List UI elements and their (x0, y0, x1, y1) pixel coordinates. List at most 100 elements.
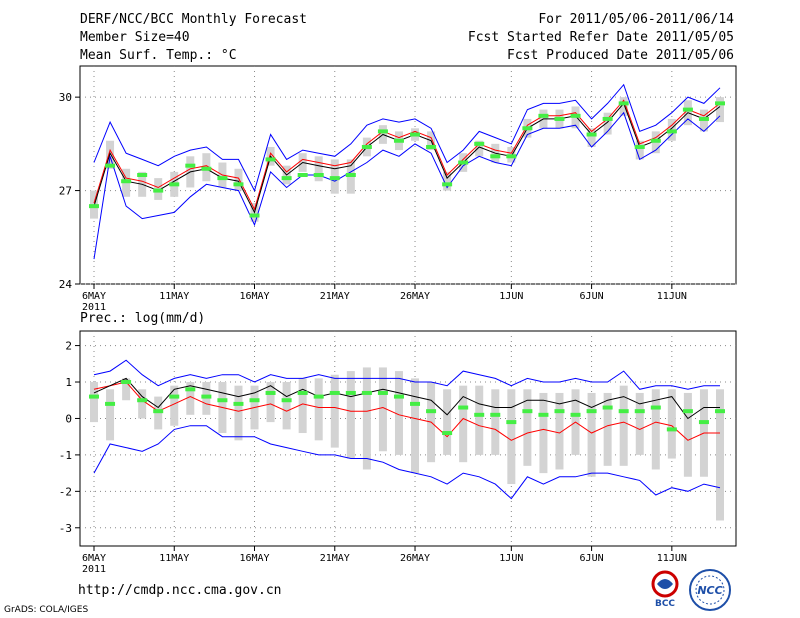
y-tick-label: 24 (59, 278, 73, 291)
spread-box (106, 389, 115, 441)
x-tick-label: 26MAY (400, 291, 430, 302)
forecast-marker (618, 409, 629, 414)
forecast-marker (554, 116, 565, 121)
forecast-marker (249, 398, 260, 403)
x-tick-label: 1JUN (499, 553, 523, 564)
median-series-line (93, 99, 721, 211)
grads-credit: GrADS: COLA/IGES (4, 605, 89, 615)
spread-box (619, 97, 628, 116)
forecast-marker (698, 116, 709, 121)
x-tick-label: 21MAY (320, 553, 350, 564)
forecast-marker (522, 409, 533, 414)
forecast-marker (121, 179, 132, 184)
forecast-marker (410, 401, 421, 406)
forecast-marker (442, 431, 453, 436)
forecast-marker (506, 154, 517, 159)
forecast-marker (185, 387, 196, 392)
forecast-marker (715, 409, 725, 414)
bcc-logo-text: BCC (655, 599, 675, 608)
spread-box (587, 392, 596, 477)
forecast-marker (602, 405, 613, 410)
x-tick-label: 11MAY (159, 291, 189, 302)
chart-title: DERF/NCC/BCC Monthly Forecast (80, 12, 307, 27)
forecast-marker (233, 182, 244, 187)
spread-box (378, 367, 387, 452)
spread-box (651, 389, 660, 470)
forecast-marker (105, 163, 116, 168)
forecast-marker (185, 163, 196, 168)
spread-box (716, 389, 724, 521)
forecast-marker (458, 405, 469, 410)
y-tick-label: -2 (59, 485, 72, 498)
member-size-label: Member Size=40 (80, 30, 190, 45)
forecast-marker (329, 176, 340, 181)
spread-box (282, 382, 291, 430)
forecast-marker (634, 144, 645, 149)
forecast-marker (313, 394, 324, 399)
forecast-marker (522, 126, 533, 131)
x-tick-label: 16MAY (239, 291, 269, 302)
forecast-marker (153, 188, 164, 193)
spread-box (635, 392, 644, 455)
y-tick-label: 2 (65, 340, 72, 353)
spread-box (491, 389, 500, 455)
median-series-line (93, 381, 720, 441)
spread-box (314, 378, 323, 441)
forecast-marker (586, 409, 597, 414)
x-tick-label: 21MAY (320, 291, 350, 302)
spread-box (443, 171, 452, 191)
spread-box (619, 385, 628, 466)
forecast-marker (490, 412, 501, 417)
max-series-line (93, 359, 720, 390)
forecast-marker (458, 160, 469, 165)
forecast-marker (393, 394, 404, 399)
spread-box (234, 168, 243, 191)
forecast-marker (698, 420, 709, 425)
x-year-label: 2011 (82, 302, 106, 313)
forecast-marker (682, 107, 693, 112)
x-year-label: 2011 (82, 564, 106, 575)
forecast-marker (650, 138, 661, 143)
spread-box (603, 392, 612, 466)
forecast-marker (377, 129, 388, 134)
forecast-marker (618, 101, 629, 106)
y-tick-label: 0 (65, 412, 72, 425)
spread-box (266, 382, 275, 423)
forecast-marker (474, 412, 485, 417)
panel-temperature (75, 65, 737, 289)
forecast-marker (538, 113, 549, 118)
y-tick-label: 1 (65, 376, 72, 389)
x-tick-label: 6MAY (82, 553, 106, 564)
forecast-marker (281, 176, 292, 181)
spread-box (314, 156, 323, 182)
spread-box (122, 378, 131, 401)
spread-box (716, 97, 724, 123)
forecast-marker (89, 204, 99, 209)
forecast-marker (105, 401, 116, 406)
forecast-marker (586, 132, 597, 137)
forecast-marker (666, 427, 677, 432)
panel-precipitation (75, 330, 737, 551)
refer-date: Fcst Started Refer Date 2011/05/05 (467, 30, 734, 45)
spread-box (475, 140, 484, 157)
forecast-marker (169, 182, 180, 187)
ncc-logo: NCC (689, 569, 731, 611)
forecast-marker (361, 144, 372, 149)
forecast-marker (602, 116, 613, 121)
forecast-marker (377, 390, 388, 395)
spread-box (138, 389, 147, 419)
y-tick-label: 27 (59, 185, 72, 198)
x-tick-label: 6JUN (580, 291, 604, 302)
variable-label: Mean Surf. Temp.: °C (80, 48, 237, 63)
forecast-marker (538, 412, 549, 417)
spread-box (539, 392, 548, 474)
forecast-marker (233, 401, 244, 406)
x-tick-label: 6MAY (82, 291, 106, 302)
source-url[interactable]: http://cmdp.ncc.cma.gov.cn (78, 583, 282, 598)
forecast-marker (410, 132, 421, 137)
forecast-marker (650, 405, 661, 410)
produced-date: Fcst Produced Date 2011/05/06 (507, 48, 734, 63)
spread-box (459, 385, 468, 463)
forecast-marker (345, 390, 356, 395)
